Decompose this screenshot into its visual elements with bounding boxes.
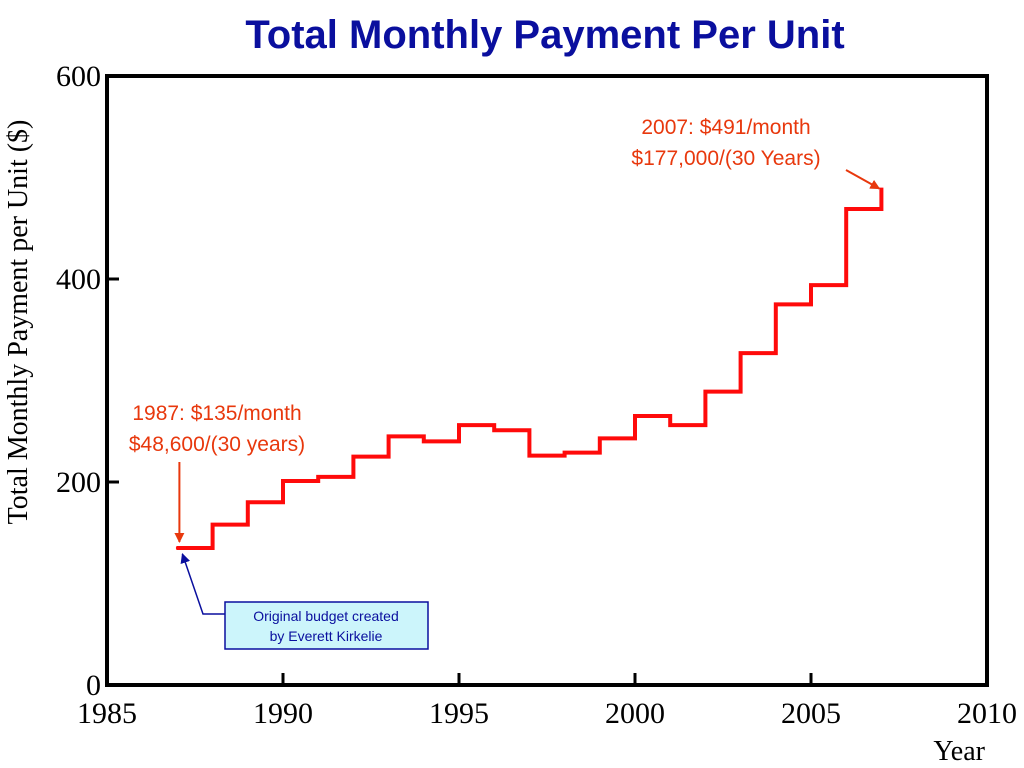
x-axis: 1985 1990 1995 2000 2005 2010 — [77, 673, 1017, 730]
data-point — [492, 428, 496, 432]
x-tick-label: 1985 — [77, 697, 137, 730]
data-point — [809, 283, 813, 287]
x-tick-label: 1995 — [429, 697, 489, 730]
data-point — [422, 439, 426, 443]
annotation-2007: 2007: $491/month $177,000/(30 Years) — [631, 116, 881, 190]
annotation-1987-line-2: $48,600/(30 years) — [129, 433, 305, 456]
y-tick-label: 0 — [86, 669, 101, 702]
series-line — [176, 187, 884, 550]
data-point — [457, 423, 461, 427]
chart-title: Total Monthly Payment Per Unit — [245, 13, 844, 57]
data-point — [668, 423, 672, 427]
annotation-1987: 1987: $135/month $48,600/(30 years) — [129, 402, 305, 543]
data-point — [633, 414, 637, 418]
x-tick-label: 2000 — [605, 697, 665, 730]
data-point — [844, 207, 848, 211]
budget-note-leader — [180, 553, 225, 615]
annotation-2007-arrow — [845, 169, 881, 190]
x-tick-label: 1990 — [253, 697, 313, 730]
data-point — [175, 546, 179, 550]
data-point — [563, 451, 567, 455]
series-group — [175, 187, 884, 550]
data-point — [774, 302, 778, 306]
y-tick-label: 400 — [56, 263, 101, 296]
budget-note-box — [224, 601, 429, 650]
data-point — [739, 351, 743, 355]
annotation-1987-line-1: 1987: $135/month — [132, 402, 301, 425]
data-point — [527, 454, 531, 458]
data-point — [316, 475, 320, 479]
annotation-2007-line-2: $177,000/(30 Years) — [631, 147, 820, 170]
x-tick-label: 2010 — [957, 697, 1017, 730]
budget-note-line-2: by Everett Kirkelie — [270, 628, 383, 644]
data-point — [703, 390, 707, 394]
y-tick-label: 600 — [56, 60, 101, 93]
data-point — [211, 523, 215, 527]
data-point — [351, 455, 355, 459]
data-point — [598, 436, 602, 440]
y-tick-label: 200 — [56, 466, 101, 499]
annotation-2007-line-1: 2007: $491/month — [641, 116, 810, 139]
data-point — [246, 500, 250, 504]
data-point — [281, 479, 285, 483]
y-axis-label: Total Monthly Payment per Unit ($) — [3, 120, 34, 525]
y-axis: 0 200 400 600 — [56, 60, 119, 702]
plot-frame — [105, 74, 989, 687]
data-point — [387, 434, 391, 438]
data-point — [879, 188, 883, 192]
x-tick-label: 2005 — [781, 697, 841, 730]
budget-note-line-1: Original budget created — [253, 608, 399, 624]
x-axis-label: Year — [933, 736, 985, 767]
budget-note: Original budget created by Everett Kirke… — [180, 553, 429, 650]
